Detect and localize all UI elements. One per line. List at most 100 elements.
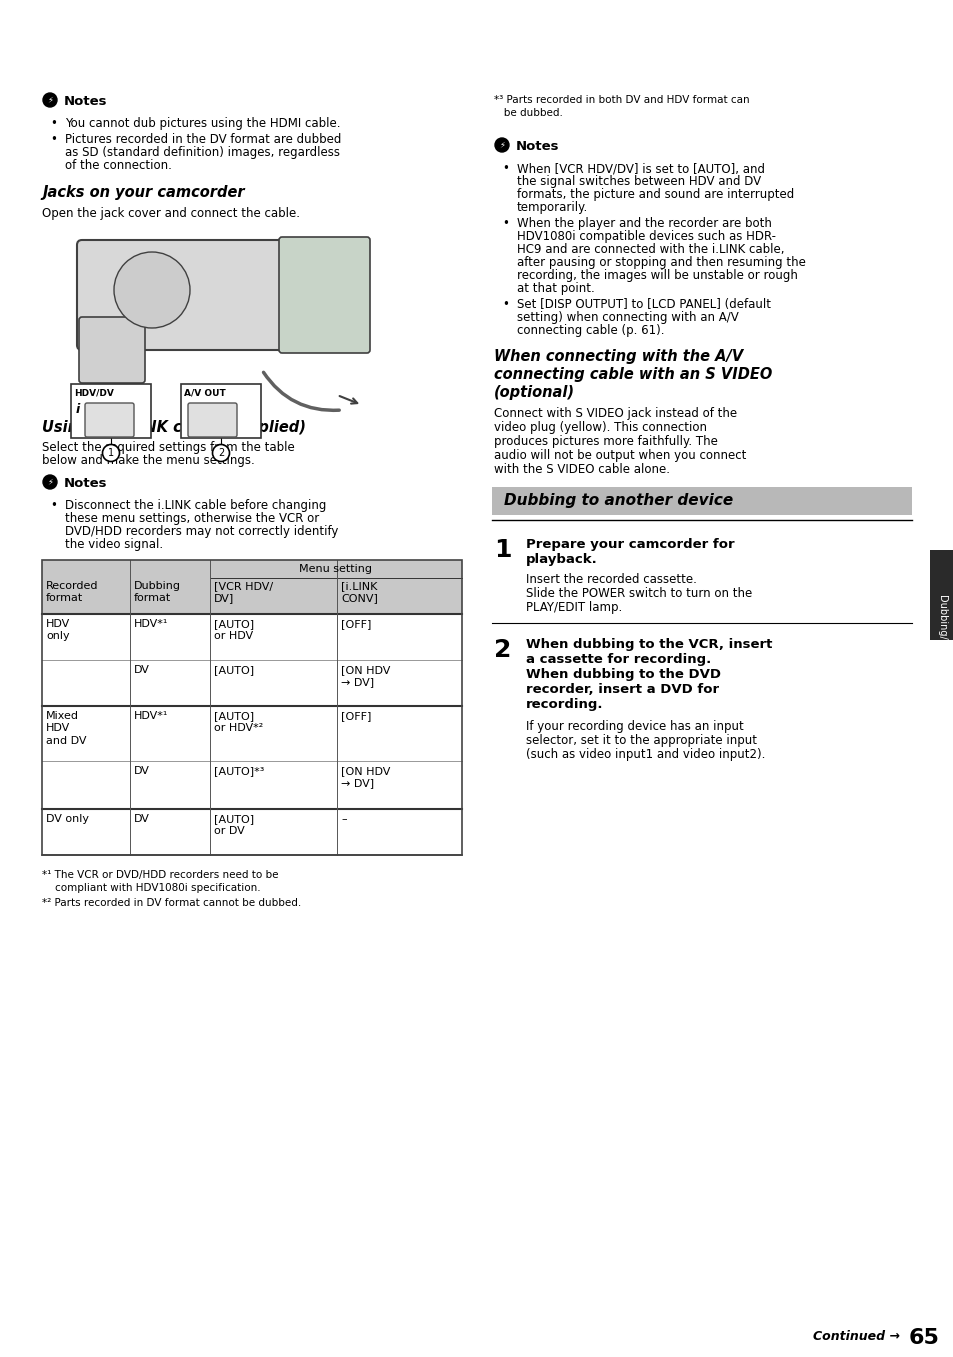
Text: Insert the recorded cassette.: Insert the recorded cassette. — [525, 573, 696, 586]
FancyArrowPatch shape — [263, 372, 339, 410]
Text: these menu settings, otherwise the VCR or: these menu settings, otherwise the VCR o… — [65, 512, 319, 525]
Bar — [492, 487, 911, 516]
Text: [OFF]: [OFF] — [340, 711, 371, 721]
Text: ⚡: ⚡ — [498, 141, 504, 149]
Text: •: • — [50, 133, 57, 147]
Text: [VCR HDV/
DV]: [VCR HDV/ DV] — [213, 581, 273, 604]
Text: as SD (standard definition) images, regardless: as SD (standard definition) images, rega… — [65, 147, 339, 159]
Text: •: • — [50, 499, 57, 512]
Circle shape — [133, 271, 170, 308]
Text: ⚡: ⚡ — [47, 95, 52, 104]
Text: at that point.: at that point. — [517, 282, 594, 294]
Text: [ON HDV
→ DV]: [ON HDV → DV] — [340, 765, 390, 788]
Text: [AUTO]
or DV: [AUTO] or DV — [213, 814, 253, 836]
Text: *¹ The VCR or DVD/HDD recorders need to be: *¹ The VCR or DVD/HDD recorders need to … — [42, 870, 278, 879]
Text: HDV*¹: HDV*¹ — [133, 711, 168, 721]
Text: Notes: Notes — [516, 140, 558, 153]
Text: *² Parts recorded in DV format cannot be dubbed.: *² Parts recorded in DV format cannot be… — [42, 898, 301, 908]
Text: connecting cable (p. 61).: connecting cable (p. 61). — [517, 324, 664, 337]
Text: [ON HDV
→ DV]: [ON HDV → DV] — [340, 665, 390, 688]
Text: Connect with S VIDEO jack instead of the: Connect with S VIDEO jack instead of the — [494, 407, 737, 421]
FancyBboxPatch shape — [79, 318, 145, 383]
Circle shape — [43, 475, 57, 489]
Text: Notes: Notes — [64, 95, 108, 109]
Text: Prepare your camcorder for: Prepare your camcorder for — [525, 537, 734, 551]
Text: [i.LINK
CONV]: [i.LINK CONV] — [340, 581, 377, 604]
Text: HDV1080i compatible devices such as HDR-: HDV1080i compatible devices such as HDR- — [517, 229, 775, 243]
FancyBboxPatch shape — [77, 240, 287, 350]
Text: When [VCR HDV/DV] is set to [AUTO], and: When [VCR HDV/DV] is set to [AUTO], and — [517, 161, 764, 175]
Text: 2: 2 — [217, 448, 224, 459]
Text: A/V OUT: A/V OUT — [184, 388, 226, 398]
Text: 1: 1 — [494, 537, 511, 562]
Bar — [929, 550, 953, 641]
Text: Using an i.LINK cable (supplied): Using an i.LINK cable (supplied) — [42, 421, 306, 436]
Text: DV: DV — [133, 814, 150, 824]
Text: When dubbing to the DVD: When dubbing to the DVD — [525, 668, 720, 681]
Text: –: – — [340, 814, 346, 824]
Bar — [42, 560, 461, 855]
Text: (such as video input1 and video input2).: (such as video input1 and video input2). — [525, 748, 764, 761]
Circle shape — [213, 445, 230, 461]
Text: You cannot dub pictures using the HDMI cable.: You cannot dub pictures using the HDMI c… — [65, 117, 340, 130]
Text: •: • — [501, 161, 508, 175]
Text: HDV/DV: HDV/DV — [74, 388, 113, 398]
Text: after pausing or stopping and then resuming the: after pausing or stopping and then resum… — [517, 256, 805, 269]
Circle shape — [102, 445, 119, 461]
Text: When the player and the recorder are both: When the player and the recorder are bot… — [517, 217, 771, 229]
Text: *³ Parts recorded in both DV and HDV format can: *³ Parts recorded in both DV and HDV for… — [494, 95, 749, 104]
Text: HC9 and are connected with the i.LINK cable,: HC9 and are connected with the i.LINK ca… — [517, 243, 783, 256]
Text: When dubbing to the VCR, insert: When dubbing to the VCR, insert — [525, 638, 772, 651]
Text: of the connection.: of the connection. — [65, 159, 172, 172]
Text: a cassette for recording.: a cassette for recording. — [525, 653, 711, 666]
Text: Slide the POWER switch to turn on the: Slide the POWER switch to turn on the — [525, 588, 752, 600]
Circle shape — [113, 252, 190, 328]
Text: Dubbing/Editing: Dubbing/Editing — [936, 594, 946, 673]
Text: setting) when connecting with an A/V: setting) when connecting with an A/V — [517, 311, 738, 324]
Text: Mixed
HDV
and DV: Mixed HDV and DV — [46, 711, 87, 746]
Text: If your recording device has an input: If your recording device has an input — [525, 721, 743, 733]
Text: compliant with HDV1080i specification.: compliant with HDV1080i specification. — [42, 883, 260, 893]
Text: DV only: DV only — [46, 814, 89, 824]
Text: video plug (yellow). This connection: video plug (yellow). This connection — [494, 421, 706, 434]
FancyBboxPatch shape — [181, 384, 261, 438]
Text: below and make the menu settings.: below and make the menu settings. — [42, 455, 254, 467]
Text: PLAY/EDIT lamp.: PLAY/EDIT lamp. — [525, 601, 621, 613]
Text: HDV*¹: HDV*¹ — [133, 619, 168, 630]
Text: [AUTO]*³: [AUTO]*³ — [213, 765, 264, 776]
Circle shape — [142, 280, 162, 300]
Text: recording, the images will be unstable or rough: recording, the images will be unstable o… — [517, 269, 797, 282]
FancyBboxPatch shape — [188, 403, 236, 437]
Circle shape — [124, 262, 180, 318]
Text: •: • — [50, 117, 57, 130]
Bar — [42, 560, 461, 613]
Text: DVD/HDD recorders may not correctly identify: DVD/HDD recorders may not correctly iden… — [65, 525, 338, 537]
Text: i: i — [76, 403, 80, 417]
Text: Disconnect the i.LINK cable before changing: Disconnect the i.LINK cable before chang… — [65, 499, 326, 512]
Text: temporarily.: temporarily. — [517, 201, 588, 214]
Text: Menu setting: Menu setting — [299, 565, 372, 574]
Text: •: • — [501, 217, 508, 229]
Text: connecting cable with an S VIDEO: connecting cable with an S VIDEO — [494, 366, 771, 383]
Text: 1: 1 — [108, 448, 114, 459]
Text: DV: DV — [133, 765, 150, 776]
Text: produces pictures more faithfully. The: produces pictures more faithfully. The — [494, 436, 717, 448]
Text: [OFF]: [OFF] — [340, 619, 371, 630]
Text: recorder, insert a DVD for: recorder, insert a DVD for — [525, 683, 719, 696]
Text: Set [DISP OUTPUT] to [LCD PANEL] (default: Set [DISP OUTPUT] to [LCD PANEL] (defaul… — [517, 299, 770, 311]
Text: [AUTO]
or HDV: [AUTO] or HDV — [213, 619, 253, 642]
Text: formats, the picture and sound are interrupted: formats, the picture and sound are inter… — [517, 189, 794, 201]
Text: DV: DV — [133, 665, 150, 674]
Text: Dubbing to another device: Dubbing to another device — [503, 494, 733, 509]
Text: •: • — [501, 299, 508, 311]
Text: (optional): (optional) — [494, 385, 575, 400]
Text: playback.: playback. — [525, 554, 598, 566]
Text: [AUTO]
or HDV*²: [AUTO] or HDV*² — [213, 711, 263, 733]
Text: Select the required settings from the table: Select the required settings from the ta… — [42, 441, 294, 455]
Text: Recorded
format: Recorded format — [46, 581, 98, 604]
Text: Jacks on your camcorder: Jacks on your camcorder — [42, 185, 244, 199]
Text: HDV
only: HDV only — [46, 619, 71, 642]
Text: 65: 65 — [908, 1329, 939, 1348]
Text: with the S VIDEO cable alone.: with the S VIDEO cable alone. — [494, 463, 669, 476]
Text: recording.: recording. — [525, 697, 603, 711]
